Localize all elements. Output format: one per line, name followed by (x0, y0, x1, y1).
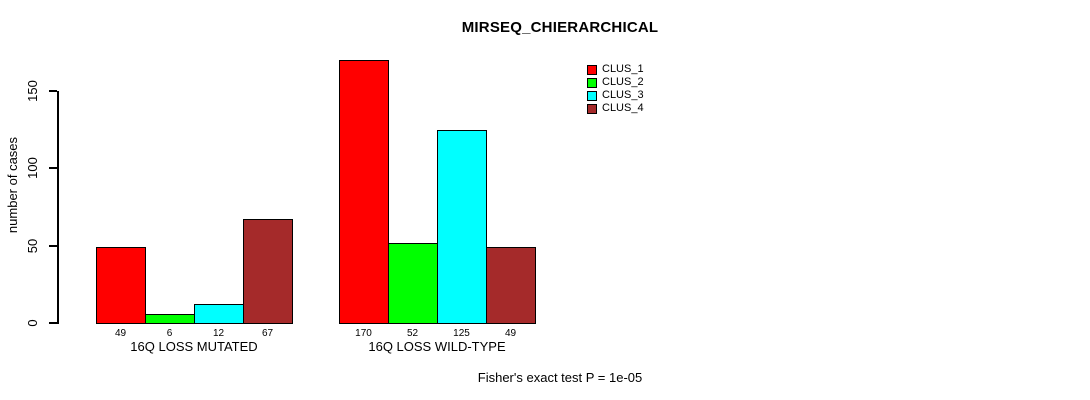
y-tick (49, 244, 57, 247)
legend-item-clus_4: CLUS_4 (587, 102, 644, 115)
bar-value-label: 170 (355, 328, 372, 339)
bar-clus_4-1 (243, 219, 293, 324)
y-tick (49, 322, 57, 324)
legend-label: CLUS_1 (602, 63, 644, 75)
bar-value-label: 67 (261, 328, 274, 339)
chart-title: MIRSEQ_CHIERARCHICAL (461, 19, 659, 36)
y-axis-label: number of cases (5, 136, 20, 234)
legend-swatch-icon (587, 90, 597, 101)
y-tick (49, 90, 57, 92)
legend-label: CLUS_3 (602, 89, 644, 101)
group-label: 16Q LOSS MUTATED (130, 339, 258, 354)
bar-clus_1-2 (339, 60, 389, 324)
y-tick-label: 0 (25, 319, 40, 327)
bar-value-label: 12 (212, 328, 225, 339)
stat-annotation: Fisher's exact test P = 1e-05 (477, 370, 643, 385)
y-axis-line (57, 91, 59, 324)
legend-item-clus_1: CLUS_1 (587, 63, 644, 76)
legend-item-clus_3: CLUS_3 (587, 89, 644, 102)
y-tick-label: 100 (25, 157, 40, 180)
bar-value-label: 6 (166, 328, 173, 339)
legend-label: CLUS_4 (602, 102, 644, 114)
bar-clus_3-2 (437, 130, 487, 324)
legend-swatch-icon (587, 77, 597, 88)
bar-value-label: 125 (453, 328, 470, 339)
y-tick-label: 50 (25, 238, 40, 253)
bar-value-label: 49 (114, 328, 127, 339)
legend-label: CLUS_2 (602, 76, 644, 88)
bar-clus_1-1 (96, 247, 146, 324)
bar-value-label: 52 (406, 328, 419, 339)
bar-clus_2-1 (145, 314, 195, 324)
bar-clus_2-2 (388, 243, 438, 324)
bar-clus_4-2 (486, 247, 536, 324)
legend-item-clus_2: CLUS_2 (587, 76, 644, 89)
y-tick (49, 167, 57, 170)
group-label: 16Q LOSS WILD-TYPE (368, 339, 506, 354)
legend-swatch-icon (587, 64, 597, 75)
legend-swatch-icon (587, 103, 597, 114)
bar-clus_3-1 (194, 304, 244, 324)
bar-value-label: 49 (504, 328, 517, 339)
y-tick-label: 150 (25, 80, 40, 102)
legend: CLUS_1 CLUS_2 CLUS_3 CLUS_4 (587, 63, 644, 115)
